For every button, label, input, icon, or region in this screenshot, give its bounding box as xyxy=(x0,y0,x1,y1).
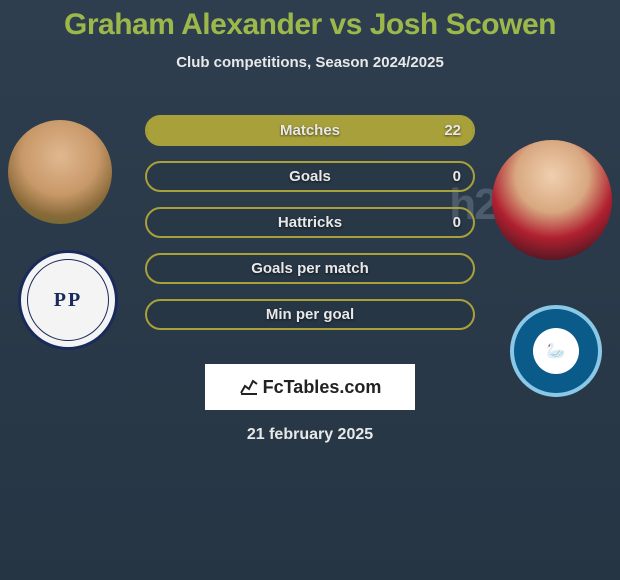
page-subtitle: Club competitions, Season 2024/2025 xyxy=(0,54,620,71)
stat-value-right: 0 xyxy=(453,168,461,185)
player-left-club-badge: PP xyxy=(18,250,118,350)
wycombe-badge: 🦢 xyxy=(510,305,602,397)
preston-badge: PP xyxy=(18,250,118,350)
chart-icon xyxy=(239,376,259,399)
stats-panel: Matches 22 Goals 0 Hattricks 0 Goals per match… xyxy=(145,115,475,330)
stat-row: Goals 0 xyxy=(145,161,475,192)
player-right-club-badge: 🦢 xyxy=(510,305,602,397)
page-title: Graham Alexander vs Josh Scowen xyxy=(0,0,620,42)
stat-row: Matches 22 xyxy=(145,115,475,146)
wycombe-swan-icon: 🦢 xyxy=(546,341,566,361)
stat-row: Goals per match xyxy=(145,253,475,284)
player-left-avatar xyxy=(8,120,112,224)
fctables-logo-text: FcTables.com xyxy=(263,377,382,398)
stat-label: Goals per match xyxy=(251,260,369,277)
player-right-face xyxy=(492,140,612,260)
stat-row: Hattricks 0 xyxy=(145,207,475,238)
player-left-face xyxy=(8,120,112,224)
stat-label: Matches xyxy=(280,122,340,139)
stat-label: Goals xyxy=(289,168,331,185)
stat-label: Hattricks xyxy=(278,214,342,231)
stat-value-right: 22 xyxy=(444,122,461,139)
preston-badge-ring xyxy=(27,259,109,341)
stat-value-right: 0 xyxy=(453,214,461,231)
wycombe-badge-inner: 🦢 xyxy=(533,328,579,374)
fctables-logo[interactable]: FcTables.com xyxy=(205,364,415,410)
stat-row: Min per goal xyxy=(145,299,475,330)
comparison-date: 21 february 2025 xyxy=(0,426,620,444)
player-right-avatar xyxy=(492,140,612,260)
stat-label: Min per goal xyxy=(266,306,354,323)
